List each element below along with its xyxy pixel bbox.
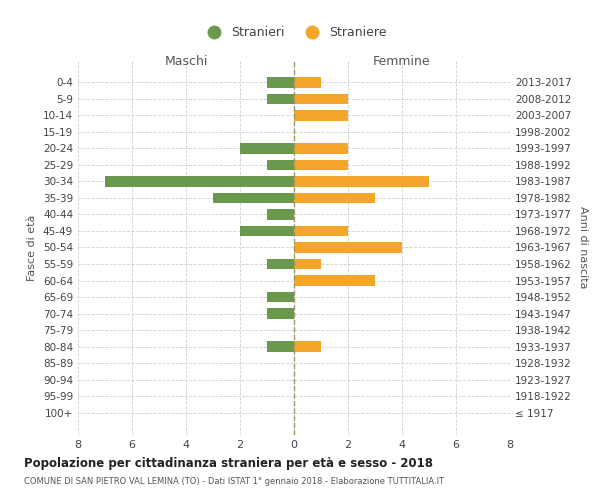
Bar: [294, 176, 429, 187]
Bar: [294, 110, 348, 121]
Bar: [294, 258, 321, 270]
Legend: Stranieri, Straniere: Stranieri, Straniere: [196, 21, 392, 44]
Bar: [105, 176, 294, 187]
Bar: [240, 226, 294, 236]
Text: Maschi: Maschi: [164, 54, 208, 68]
Text: COMUNE DI SAN PIETRO VAL LEMINA (TO) - Dati ISTAT 1° gennaio 2018 - Elaborazione: COMUNE DI SAN PIETRO VAL LEMINA (TO) - D…: [24, 478, 444, 486]
Bar: [267, 292, 294, 302]
Y-axis label: Fasce di età: Fasce di età: [28, 214, 37, 280]
Bar: [267, 77, 294, 88]
Bar: [294, 192, 375, 203]
Bar: [267, 160, 294, 170]
Bar: [294, 143, 348, 154]
Bar: [294, 226, 348, 236]
Y-axis label: Anni di nascita: Anni di nascita: [578, 206, 588, 289]
Bar: [294, 275, 375, 286]
Bar: [267, 209, 294, 220]
Bar: [294, 160, 348, 170]
Bar: [267, 94, 294, 104]
Bar: [267, 308, 294, 319]
Bar: [294, 341, 321, 352]
Bar: [294, 77, 321, 88]
Text: Femmine: Femmine: [373, 54, 431, 68]
Bar: [267, 258, 294, 270]
Bar: [267, 341, 294, 352]
Bar: [294, 94, 348, 104]
Bar: [294, 242, 402, 253]
Bar: [240, 143, 294, 154]
Bar: [213, 192, 294, 203]
Text: Popolazione per cittadinanza straniera per età e sesso - 2018: Popolazione per cittadinanza straniera p…: [24, 458, 433, 470]
